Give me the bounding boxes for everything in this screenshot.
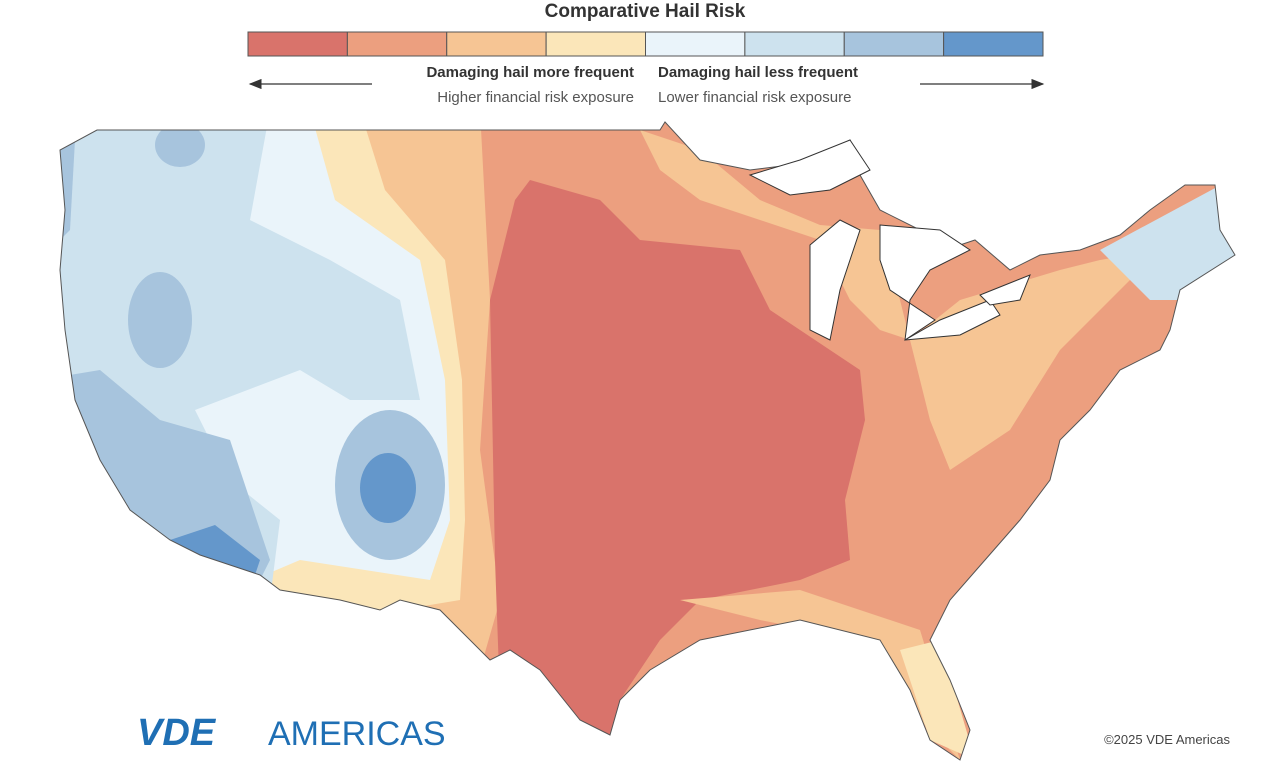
legend-subheading: Higher financial risk exposure (437, 89, 634, 106)
zone (680, 590, 960, 760)
legend-swatch (446, 31, 547, 57)
zone (60, 140, 75, 260)
map (60, 122, 1235, 760)
zone (1100, 180, 1235, 300)
zone (155, 123, 205, 167)
legend-swatch (744, 31, 845, 57)
logo-light: AMERICAS (268, 715, 446, 753)
zone (360, 453, 416, 523)
legend-heading: Damaging hail more frequent (426, 64, 634, 81)
legend-subheading: Lower financial risk exposure (658, 89, 851, 106)
legend-swatch (346, 31, 448, 57)
legend-swatch (943, 31, 1044, 57)
legend-swatch (247, 31, 348, 57)
title: Comparative Hail Risk (545, 1, 746, 22)
legend-swatch (645, 31, 746, 57)
legend-scale (247, 31, 1044, 57)
zone (640, 130, 910, 340)
great-lakes (748, 139, 1031, 342)
copyright: ©2025 VDE Americas (1104, 732, 1230, 747)
logo-bold: VDE (137, 712, 217, 754)
zone (900, 640, 975, 760)
zone (910, 250, 1160, 470)
legend-swatch (843, 31, 945, 57)
legend-swatch (545, 31, 646, 57)
legend-heading: Damaging hail less frequent (658, 64, 858, 81)
zone (490, 180, 865, 740)
zone (128, 272, 192, 368)
